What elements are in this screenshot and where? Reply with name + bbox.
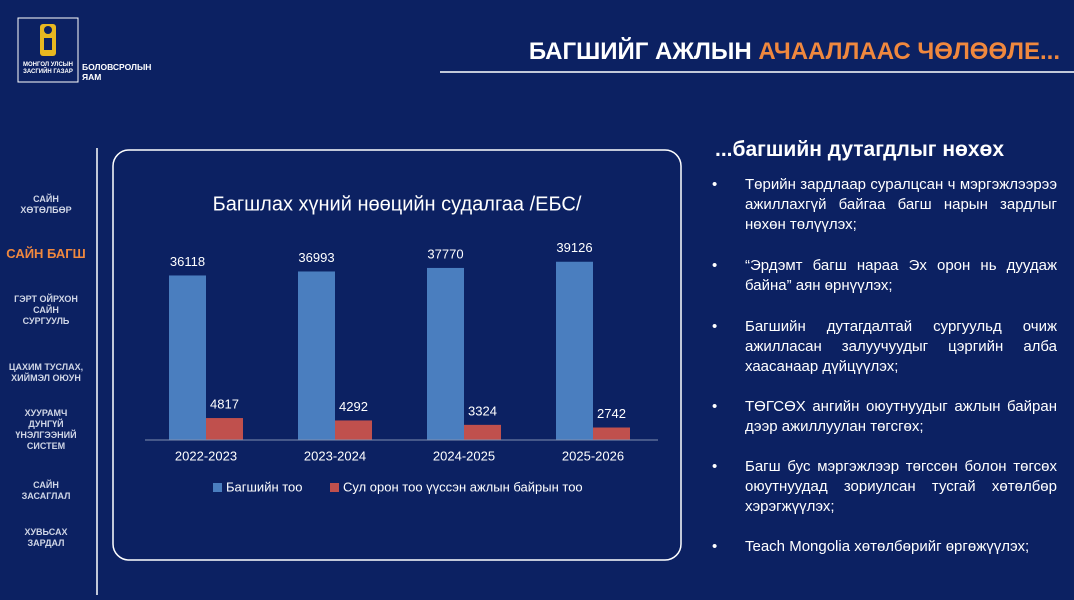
title: БАГШИЙГ АЖЛЫН АЧААЛЛААС ЧӨЛӨӨЛЕ... bbox=[529, 38, 1060, 66]
value-label: 4817 bbox=[210, 396, 239, 411]
bar bbox=[206, 418, 243, 440]
bullet: Багш бус мэргэжлээр төгссөн болон төгсөх… bbox=[712, 457, 1057, 517]
legend-label: Сул орон тоо үүссэн ажлын байрын тоо bbox=[343, 479, 583, 494]
bar bbox=[464, 424, 501, 440]
nav-item: ГЭРТ ОЙРХОН САЙН СУРГУУЛЬ bbox=[14, 294, 78, 326]
bullet: Багшийн дутагдалтай сургуульд очиж ажилл… bbox=[712, 317, 1057, 377]
x-tick-label: 2022-2023 bbox=[175, 448, 237, 463]
bullet: Төрийн зардлаар суралцсан ч мэргэжлээрээ… bbox=[712, 175, 1057, 235]
bar bbox=[335, 420, 372, 440]
bullet: Teach Mongolia хөтөлбөрийг өргөжүүлэх; bbox=[712, 537, 1057, 557]
panel-heading: ...багшийн дутагдлыг нөхөх bbox=[715, 138, 1005, 161]
nav-item: ХУУРАМЧ ДУНГҮЙ ҮНЭЛГЭЭНИЙ СИСТЕМ bbox=[15, 408, 77, 451]
x-tick-label: 2023-2024 bbox=[304, 448, 366, 463]
bar bbox=[593, 427, 630, 440]
bar bbox=[298, 271, 335, 440]
value-label: 2742 bbox=[597, 406, 626, 421]
logo-text: МОНГОЛ УЛСЫН ЗАСГИЙН ГАЗАР bbox=[18, 62, 78, 76]
bullet: ТӨГСӨХ ангийн оюутнуудыг ажлын байран дэ… bbox=[712, 397, 1057, 437]
logo-line: ЗАСГИЙН ГАЗАР bbox=[23, 69, 73, 75]
bullet: “Эрдэмт багш нараа Эх орон нь дуудаж бай… bbox=[712, 256, 1057, 296]
legend-swatch bbox=[330, 483, 339, 492]
chart-title: Багшлах хүний нөөцийн судалгаа /ЕБС/ bbox=[213, 193, 582, 215]
value-label: 36118 bbox=[170, 254, 205, 269]
value-label: 36993 bbox=[298, 250, 334, 265]
title-white: БАГШИЙГ АЖЛЫН bbox=[528, 38, 752, 65]
value-label: 3324 bbox=[468, 403, 497, 418]
nav-item: ХУВЬСАХ ЗАРДАЛ bbox=[24, 527, 68, 548]
value-label: 4292 bbox=[339, 399, 368, 414]
legend-label: Багшийн тоо bbox=[226, 479, 303, 494]
bar bbox=[556, 261, 593, 440]
bar bbox=[427, 267, 464, 440]
nav-item: САЙН ХӨТӨЛБӨР bbox=[20, 194, 72, 215]
ministry: БОЛОВСРОЛЫН ЯАМ bbox=[82, 62, 152, 82]
value-label: 39126 bbox=[556, 240, 592, 255]
nav-item: САЙН ЗАСАГЛАЛ bbox=[21, 480, 71, 501]
value-label: 37770 bbox=[427, 246, 463, 261]
nav-item: САЙН БАГШ bbox=[6, 246, 86, 261]
title-orange: АЧААЛЛААС ЧӨЛӨӨЛЕ... bbox=[758, 38, 1060, 65]
chart: Багшлах хүний нөөцийн судалгаа /ЕБС/ 202… bbox=[112, 149, 682, 561]
x-tick-label: 2025-2026 bbox=[562, 448, 624, 463]
legend-swatch bbox=[213, 483, 222, 492]
bar bbox=[169, 275, 206, 440]
logo-line: МОНГОЛ УЛСЫН bbox=[23, 62, 73, 68]
nav-item: ЦАХИМ ТУСЛАХ, ХИЙМЭЛ ОЮУН bbox=[8, 362, 84, 383]
x-tick-label: 2024-2025 bbox=[433, 448, 495, 463]
chart-frame bbox=[112, 149, 682, 561]
